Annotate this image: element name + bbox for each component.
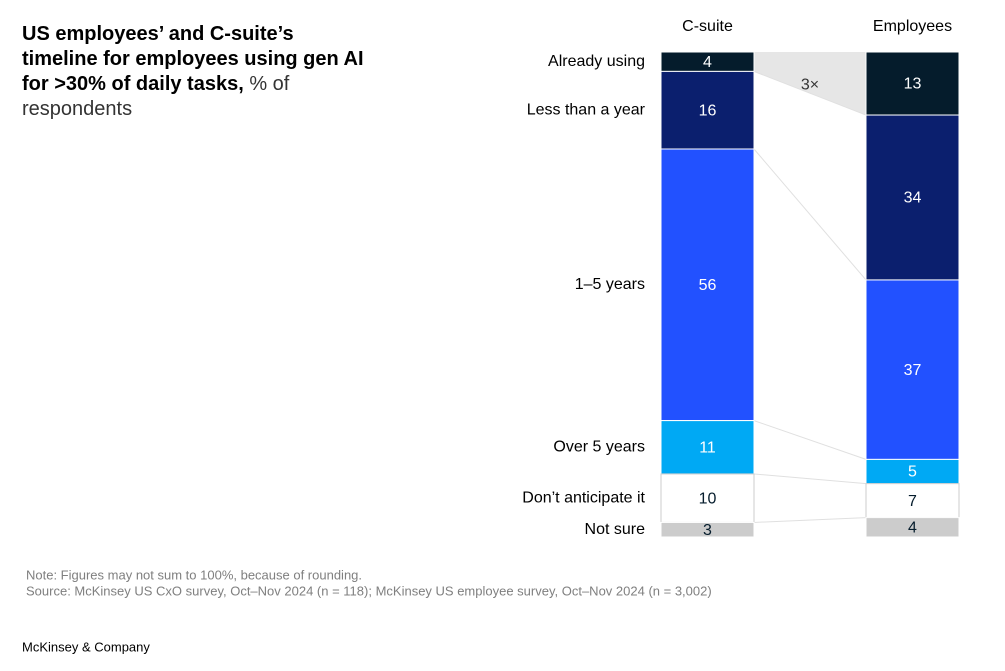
chart-subtitle: % of respondents [22, 73, 290, 120]
annotation: 3× [801, 77, 819, 94]
bar-segment [865, 483, 960, 519]
value-label: 37 [904, 362, 922, 379]
value-label: 56 [699, 277, 717, 294]
value-label: 7 [908, 493, 917, 510]
source: Source: McKinsey US CxO survey, Oct–Nov … [26, 583, 712, 598]
column-header: C-suite [682, 18, 733, 35]
legend-label: Don’t anticipate it [522, 489, 645, 506]
legend-label: 1–5 years [575, 276, 645, 293]
legend-label: Already using [548, 53, 645, 70]
bar-segment [660, 473, 755, 523]
value-label: 3 [703, 522, 712, 539]
value-label: 10 [699, 490, 717, 507]
value-label: 13 [904, 76, 922, 93]
bar-segment [865, 458, 960, 485]
bar-segment [660, 420, 755, 475]
legend-label: Over 5 years [553, 438, 645, 455]
column-header: Employees [873, 18, 952, 35]
bar-segment [660, 521, 755, 538]
bar-segment [660, 70, 755, 150]
bar-segment [660, 148, 755, 422]
note: Note: Figures may not sum to 100%, becau… [26, 567, 362, 582]
value-label: 5 [908, 464, 917, 481]
value-label: 16 [699, 102, 717, 119]
legend-label: Less than a year [527, 101, 646, 118]
footer: McKinsey & Company [22, 639, 150, 654]
connector-line [753, 420, 867, 460]
chart-title: US employees’ and C-suite’s timeline for… [22, 23, 364, 95]
bar-segment [865, 517, 960, 538]
connector-line [753, 148, 867, 281]
connector-line [753, 517, 867, 523]
value-label: 4 [908, 520, 917, 537]
legend-label: Not sure [585, 521, 646, 538]
title-block: US employees’ and C-suite’s timeline for… [22, 22, 372, 122]
connector-line [753, 70, 867, 116]
connector-line [753, 473, 867, 485]
bar-segment [865, 279, 960, 460]
value-label: 4 [703, 54, 712, 71]
bar-segment [865, 51, 960, 116]
value-label: 34 [904, 190, 922, 207]
comparison-band [754, 52, 866, 116]
value-label: 11 [699, 439, 716, 456]
bar-segment [865, 114, 960, 281]
